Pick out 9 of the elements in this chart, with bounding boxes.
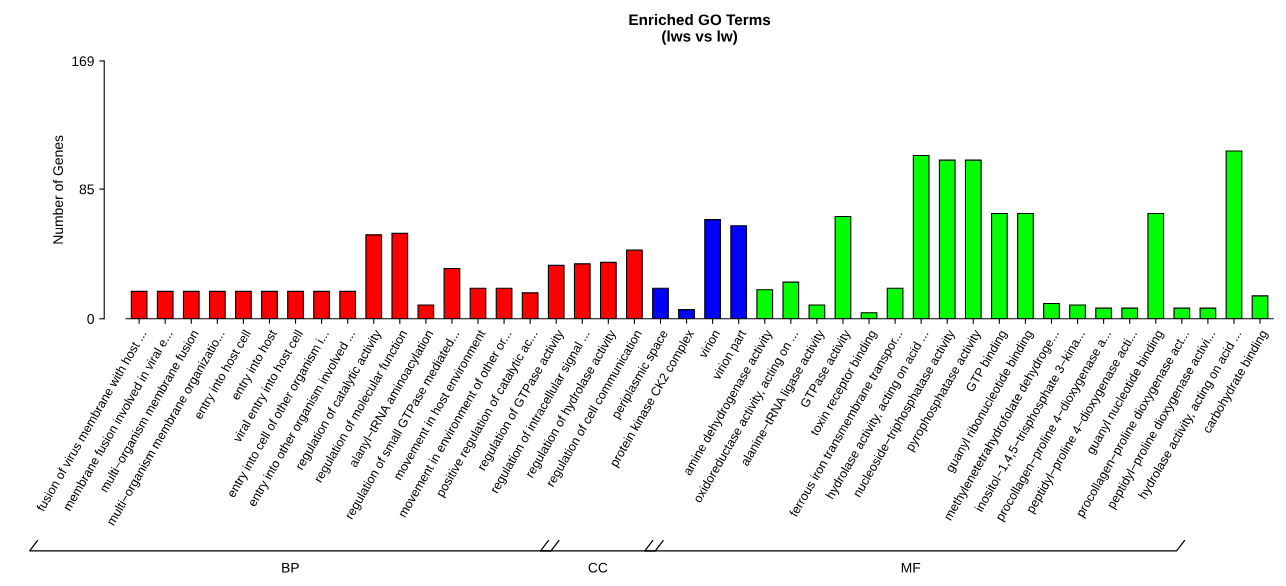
chart-subtitle: (lws vs lw) [662,30,738,45]
chart-title: Enriched GO Terms [629,13,771,26]
text: BP [282,562,299,573]
text: CC [588,562,608,573]
text: MF [901,562,921,573]
y-tick-label: 85 [79,184,94,195]
y-tick-label: 0 [87,314,94,324]
y-axis-title: Number of Genes [52,135,64,244]
y-tick-label: 169 [72,56,94,67]
